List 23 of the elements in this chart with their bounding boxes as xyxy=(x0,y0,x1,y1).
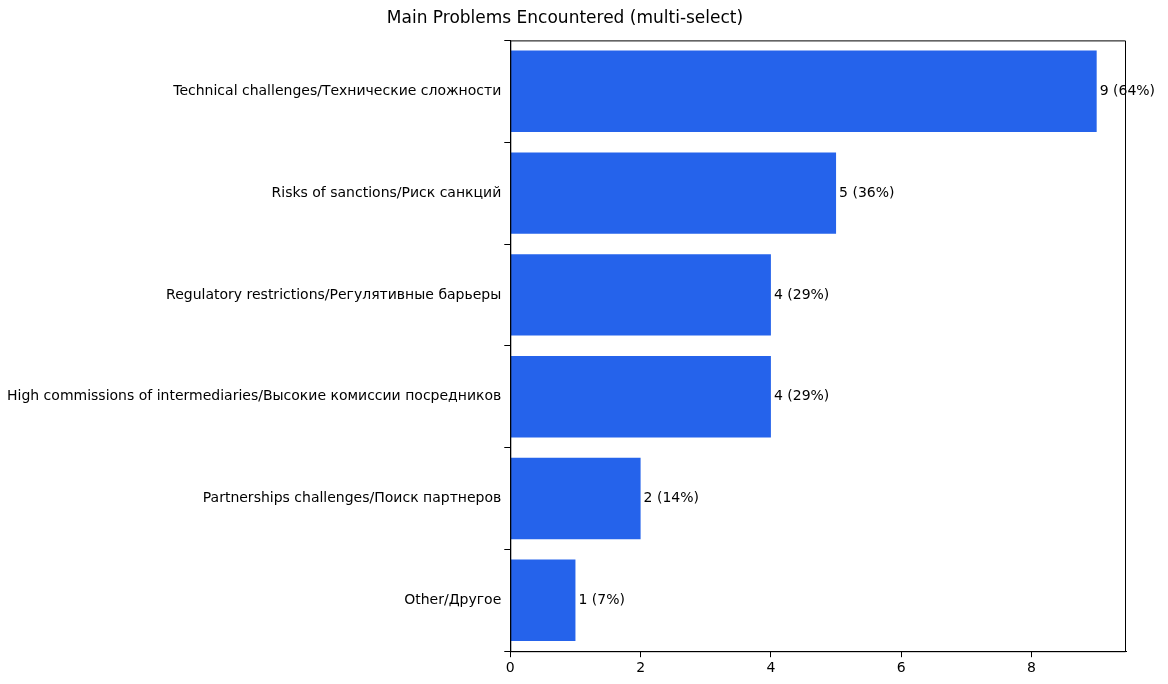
bar xyxy=(510,50,1097,133)
y-tick-label: Partnerships challenges/Поиск партнеров xyxy=(202,489,502,506)
data-label: 4 (29%) xyxy=(773,285,830,302)
y-tick-label: Risks of sanctions/Риск санкций xyxy=(271,183,502,200)
x-tick-label: 2 xyxy=(636,659,646,676)
y-tick-label: Other/Другое xyxy=(404,590,502,607)
bar xyxy=(510,355,771,438)
data-label: 2 (14%) xyxy=(643,489,700,506)
y-tick-label: Regulatory restrictions/Регулятивные барьеры xyxy=(166,285,502,302)
data-label: 5 (36%) xyxy=(839,183,895,200)
x-tick-label: 8 xyxy=(1027,659,1036,676)
x-tick-label: 4 xyxy=(766,659,776,676)
bar xyxy=(510,152,837,234)
y-tick-label: High commissions of intermediaries/Высокие комиссии посредников xyxy=(7,387,502,404)
bar xyxy=(510,254,771,336)
bar xyxy=(510,457,641,540)
x-tick-label: 6 xyxy=(896,659,906,676)
data-label: 4 (29%) xyxy=(773,387,830,404)
bar xyxy=(510,559,576,642)
y-tick-label: Technical challenges/Технические сложности xyxy=(172,81,502,98)
x-tick-label: 0 xyxy=(505,659,515,676)
chart-title: Main Problems Encountered (multi-select) xyxy=(386,6,744,27)
data-label: 1 (7%) xyxy=(578,590,625,607)
